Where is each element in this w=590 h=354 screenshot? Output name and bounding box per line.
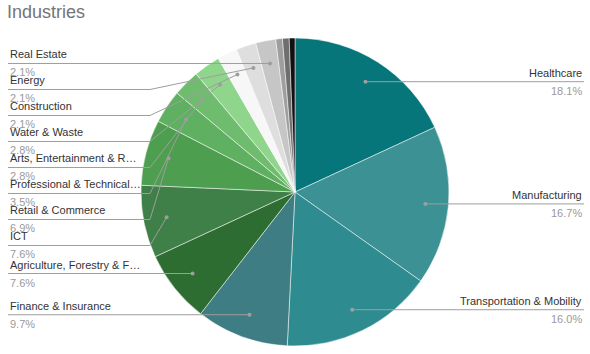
svg-text:2.1%: 2.1% (10, 118, 35, 130)
svg-text:18.1%: 18.1% (551, 85, 582, 97)
svg-text:ICT: ICT (10, 230, 28, 242)
svg-text:2.1%: 2.1% (10, 66, 35, 78)
svg-text:16.7%: 16.7% (551, 207, 582, 219)
svg-text:2.8%: 2.8% (10, 170, 35, 182)
svg-text:Healthcare: Healthcare (529, 67, 582, 79)
svg-text:Arts, Entertainment & R…: Arts, Entertainment & R… (10, 152, 137, 164)
svg-text:7.6%: 7.6% (10, 248, 35, 260)
svg-text:Finance & Insurance: Finance & Insurance (10, 300, 111, 312)
svg-text:2.1%: 2.1% (10, 92, 35, 104)
svg-text:Real Estate: Real Estate (10, 48, 67, 60)
svg-text:16.0%: 16.0% (551, 313, 582, 325)
svg-text:Water & Waste: Water & Waste (10, 126, 83, 138)
svg-text:Industries: Industries (7, 2, 85, 22)
svg-text:Manufacturing: Manufacturing (512, 189, 582, 201)
svg-text:Professional & Technical…: Professional & Technical… (10, 178, 141, 190)
svg-text:Energy: Energy (10, 74, 45, 86)
svg-text:Transportation & Mobility: Transportation & Mobility (460, 295, 582, 307)
svg-text:Agriculture, Forestry & F…: Agriculture, Forestry & F… (10, 259, 140, 271)
svg-text:2.8%: 2.8% (10, 144, 35, 156)
svg-text:9.7%: 9.7% (10, 318, 35, 330)
svg-text:Retail & Commerce: Retail & Commerce (10, 204, 105, 216)
svg-text:Construction: Construction (10, 100, 72, 112)
svg-text:3.5%: 3.5% (10, 196, 35, 208)
svg-text:6.9%: 6.9% (10, 222, 35, 234)
svg-text:7.6%: 7.6% (10, 277, 35, 289)
